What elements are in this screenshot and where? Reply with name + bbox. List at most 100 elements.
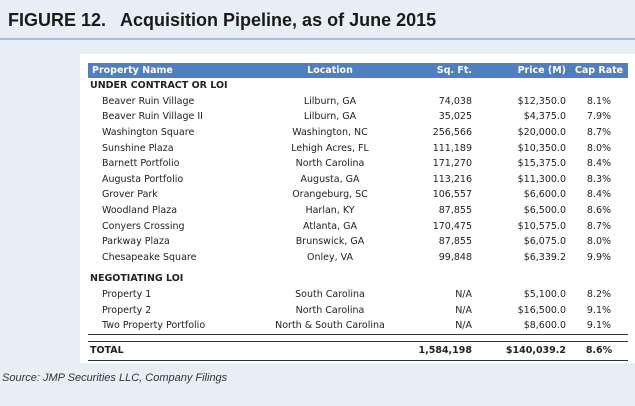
- cell-price: $10,575.0: [517, 220, 566, 232]
- section-header-row: UNDER CONTRACT OR LOI: [88, 78, 628, 94]
- cell-cap-rate: 8.1%: [586, 95, 612, 107]
- cell-property-name: Augusta Portfolio: [102, 173, 184, 185]
- table-row: Parkway Plaza Brunswick, GA 87,855 $6,075.0…: [88, 234, 628, 250]
- table-row: Beaver Ruin Village II Lilburn, GA 35,025 $…: [88, 109, 628, 125]
- spacer-cell: [88, 334, 628, 341]
- cell-property-name: Chesapeake Square: [102, 251, 197, 263]
- figure-caption: Acquisition Pipeline, as of June 2015: [120, 10, 437, 30]
- cell-cap-rate: 9.9%: [586, 251, 612, 263]
- cell-sq-ft: 87,855: [438, 205, 472, 217]
- cell-sq-ft: 171,270: [432, 158, 472, 170]
- cell-sq-ft: 111,189: [432, 142, 472, 154]
- title-divider: [0, 38, 635, 40]
- cell-property-name: Beaver Ruin Village II: [102, 111, 203, 123]
- total-label: TOTAL: [88, 340, 256, 361]
- cell-price: $11,300.0: [517, 173, 566, 185]
- table-row: Woodland Plaza Harlan, KY 87,855 $6,500.0 8.…: [88, 203, 628, 219]
- cell-property-name: Barnett Portfolio: [102, 158, 180, 170]
- cell-location: Onley, VA: [306, 251, 354, 263]
- cell-property-name: Conyers Crossing: [102, 220, 185, 232]
- cell-cap-rate: 8.0%: [586, 236, 612, 248]
- cell-cap-rate: 8.4%: [586, 189, 612, 201]
- cell-price: $6,500.0: [523, 205, 566, 217]
- cell-location: Harlan, KY: [305, 205, 355, 217]
- cell-price: $6,075.0: [523, 236, 566, 248]
- table-row: Sunshine Plaza Lehigh Acres, FL 111,189 $10…: [88, 140, 628, 156]
- cell-property-name: Grover Park: [102, 189, 158, 201]
- cell-property-name: Property 2: [102, 304, 152, 316]
- table-header-row: Property Name Location Sq. Ft. Price (M)…: [88, 63, 628, 78]
- table-card: Property Name Location Sq. Ft. Price (M)…: [80, 54, 635, 363]
- cell-cap-rate: 8.7%: [586, 127, 612, 139]
- table-row: Property 2 North Carolina N/A $16,500.0 9.1%: [88, 302, 628, 318]
- cell-cap-rate: 8.6%: [586, 205, 612, 217]
- figure-number: FIGURE 12.: [8, 10, 107, 30]
- cell-sq-ft: N/A: [404, 317, 476, 335]
- cell-cap-rate: 8.2%: [586, 289, 612, 301]
- cell-location: Lehigh Acres, FL: [291, 142, 369, 154]
- cell-sq-ft: 170,475: [432, 220, 472, 232]
- section-spacer: [88, 334, 628, 341]
- cell-sq-ft: 106,557: [432, 189, 472, 201]
- table-row: Beaver Ruin Village Lilburn, GA 74,038 $12,…: [88, 94, 628, 110]
- total-cap-rate: 8.6%: [570, 340, 628, 361]
- cell-sq-ft: 74,038: [438, 95, 472, 107]
- table-row: Barnett Portfolio North Carolina 171,270 $1…: [88, 156, 628, 172]
- cell-property-name: Property 1: [102, 289, 152, 301]
- total-location: [256, 340, 404, 361]
- cell-cap-rate: 9.1%: [570, 317, 628, 335]
- cell-sq-ft: N/A: [455, 304, 472, 316]
- cell-price: $6,339.2: [523, 251, 566, 263]
- cell-location: North & South Carolina: [256, 317, 404, 335]
- section-label: NEGOTIATING LOI: [90, 273, 184, 285]
- cell-cap-rate: 8.3%: [586, 173, 612, 185]
- cell-location: Lilburn, GA: [303, 111, 357, 123]
- table-row: Grover Park Orangeburg, SC 106,557 $6,600.0…: [88, 187, 628, 203]
- table-row: Augusta Portfolio Augusta, GA 113,216 $11,3…: [88, 172, 628, 188]
- cell-price: $8,600.0: [476, 317, 570, 335]
- acquisition-pipeline-table: Property Name Location Sq. Ft. Price (M)…: [88, 63, 628, 361]
- column-header-cap-rate: Cap Rate: [574, 65, 624, 76]
- table-row: Two Property Portfolio North & South Caro…: [88, 317, 628, 335]
- cell-price: $12,350.0: [517, 95, 566, 107]
- table-row: Washington Square Washington, NC 256,566 $2…: [88, 125, 628, 141]
- cell-property-name: Washington Square: [102, 127, 195, 139]
- table-row: Chesapeake Square Onley, VA 99,848 $6,339.2…: [88, 250, 628, 266]
- source-note: Source: JMP Securities LLC, Company Fili…: [2, 372, 228, 384]
- cell-cap-rate: 7.9%: [586, 111, 612, 123]
- cell-sq-ft: 87,855: [438, 236, 472, 248]
- cell-sq-ft: 256,566: [432, 127, 472, 139]
- table-row: Conyers Crossing Atlanta, GA 170,475 $10,57…: [88, 218, 628, 234]
- cell-location: Orangeburg, SC: [292, 189, 368, 201]
- cell-property-name: Woodland Plaza: [102, 205, 178, 217]
- cell-location: Washington, NC: [292, 127, 368, 139]
- section-header-row: NEGOTIATING LOI: [88, 271, 628, 287]
- table-row: Property 1 South Carolina N/A $5,100.0 8.2%: [88, 287, 628, 303]
- cell-price: $16,500.0: [517, 304, 566, 316]
- cell-location: Augusta, GA: [300, 173, 360, 185]
- cell-price: $10,350.0: [517, 142, 566, 154]
- figure-title: FIGURE 12. Acquisition Pipeline, as of Ju…: [8, 10, 436, 31]
- cell-sq-ft: N/A: [455, 289, 472, 301]
- table-body: UNDER CONTRACT OR LOI Beaver Ruin Village…: [88, 78, 628, 361]
- cell-property-name: Beaver Ruin Village: [102, 95, 195, 107]
- cell-cap-rate: 8.7%: [586, 220, 612, 232]
- column-header-property-name: Property Name: [92, 65, 173, 76]
- cell-price: $6,600.0: [523, 189, 566, 201]
- cell-cap-rate: 9.1%: [586, 304, 612, 316]
- cell-location: Brunswick, GA: [295, 236, 365, 248]
- cell-location: Lilburn, GA: [303, 95, 357, 107]
- cell-location: Atlanta, GA: [303, 220, 357, 232]
- section-label: UNDER CONTRACT OR LOI: [90, 80, 228, 92]
- column-header-sq-ft: Sq. Ft.: [436, 65, 472, 76]
- cell-sq-ft: 35,025: [438, 111, 472, 123]
- cell-property-name: Sunshine Plaza: [102, 142, 174, 154]
- total-row: TOTAL 1,584,198 $140,039.2 8.6%: [88, 340, 628, 361]
- cell-property-name: Two Property Portfolio: [88, 317, 256, 335]
- cell-sq-ft: 113,216: [432, 173, 472, 185]
- cell-property-name: Parkway Plaza: [102, 236, 170, 248]
- cell-price: $15,375.0: [517, 158, 566, 170]
- cell-sq-ft: 99,848: [438, 251, 472, 263]
- total-sq-ft: 1,584,198: [404, 340, 476, 361]
- column-header-price: Price (M): [517, 65, 566, 76]
